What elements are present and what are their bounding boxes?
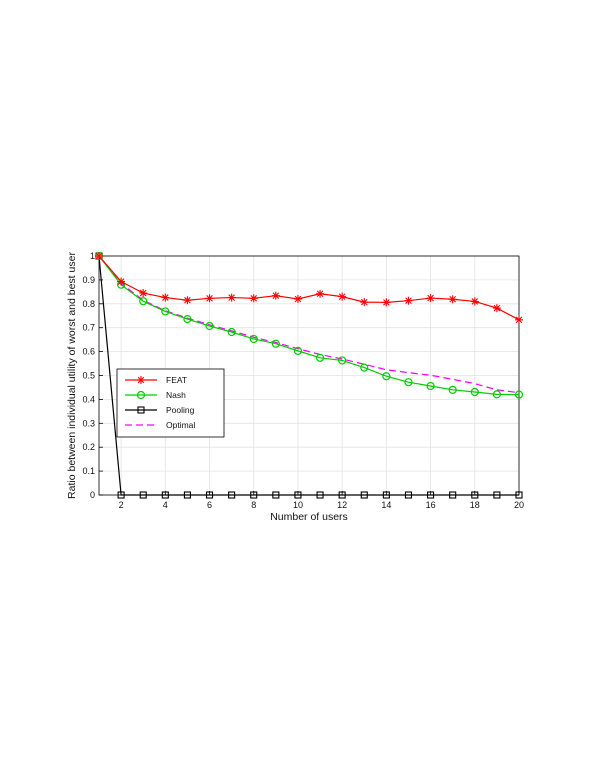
data-point-nash [492, 390, 501, 399]
x-tick-label: 8 [251, 500, 256, 510]
data-point-feat [426, 294, 435, 303]
y-tick-label: 0.4 [82, 394, 95, 404]
data-point-pooling [272, 491, 280, 499]
data-point-pooling [338, 491, 346, 499]
data-point-feat [161, 293, 170, 302]
data-point-nash [360, 363, 369, 372]
data-point-nash [315, 353, 325, 362]
x-tick-label: 16 [426, 500, 436, 510]
series-nash [94, 251, 524, 399]
legend-label-optimal: Optimal [166, 420, 195, 430]
data-point-feat [139, 289, 148, 298]
y-tick-label: 0.5 [82, 371, 95, 381]
data-point-nash [338, 356, 347, 365]
y-tick-label: 0.1 [82, 466, 95, 476]
data-point-feat [249, 294, 258, 303]
legend-label-feat: FEAT [166, 375, 187, 385]
data-point-pooling [117, 491, 125, 499]
data-point-nash [139, 297, 148, 306]
y-tick-label: 0.8 [82, 299, 95, 309]
data-point-pooling [382, 491, 390, 499]
data-point-feat [404, 296, 413, 305]
data-point-feat [360, 298, 369, 307]
data-point-feat [95, 252, 103, 260]
series-lines [94, 251, 524, 499]
series-line-pooling [98, 255, 519, 496]
data-point-nash [426, 381, 435, 391]
y-axis-label: Ratio between individual utility of wors… [66, 252, 78, 499]
y-tick-label: 0.6 [82, 347, 95, 357]
data-point-nash [293, 346, 303, 355]
data-point-pooling [404, 491, 413, 499]
data-point-pooling [471, 491, 479, 499]
x-tick-label: 18 [470, 500, 480, 510]
y-tick-label: 0 [90, 490, 95, 500]
legend-item-pooling: Pooling [125, 405, 195, 415]
data-point-pooling [139, 491, 147, 499]
data-point-nash [227, 327, 236, 337]
data-point-nash [271, 339, 280, 348]
x-tick-label: 20 [514, 500, 524, 510]
data-point-feat [338, 292, 347, 301]
x-axis-label: Number of users [270, 511, 348, 523]
data-point-feat [492, 304, 501, 313]
x-tick-label: 2 [119, 500, 124, 510]
legend-item-nash: Nash [125, 390, 186, 400]
data-point-pooling [515, 491, 523, 499]
data-point-pooling [294, 491, 302, 499]
data-point-feat [205, 294, 214, 303]
data-point-pooling [205, 491, 214, 499]
data-point-pooling [228, 491, 236, 499]
data-point-pooling [250, 491, 258, 499]
legend-marker-pooling [137, 406, 145, 414]
data-point-feat [448, 295, 457, 304]
data-point-nash [514, 390, 524, 399]
data-point-pooling [183, 491, 191, 499]
legend-item-optimal: Optimal [125, 420, 195, 430]
data-point-nash [161, 307, 170, 316]
data-point-pooling [449, 491, 457, 499]
data-point-nash [183, 314, 192, 324]
legend-marker-nash [136, 390, 146, 400]
y-tick-label: 1 [90, 251, 95, 261]
data-point-feat [183, 296, 192, 305]
data-point-nash [382, 372, 391, 381]
legend-label-nash: Nash [166, 390, 186, 400]
data-point-nash [470, 387, 479, 397]
data-point-nash [249, 334, 258, 344]
legend-item-feat: FEAT [125, 375, 187, 385]
series-pooling [95, 252, 523, 499]
data-point-feat [470, 297, 479, 306]
data-point-feat [382, 298, 391, 307]
data-point-pooling [161, 491, 169, 499]
data-point-pooling [316, 491, 324, 499]
x-tick-label: 6 [207, 500, 212, 510]
data-point-pooling [427, 491, 435, 499]
data-point-feat [515, 315, 523, 324]
data-point-feat [316, 289, 325, 298]
x-tick-label: 10 [293, 500, 303, 510]
data-point-nash [404, 378, 413, 387]
axis-ticks: 00.10.20.30.40.50.60.70.80.912 4 6 8 10 12 14 1… [82, 251, 524, 510]
series-feat [95, 252, 523, 324]
x-tick-label: 14 [381, 500, 391, 510]
legend-marker-feat [137, 376, 145, 384]
y-tick-label: 0.3 [82, 418, 95, 428]
y-tick-label: 0.2 [82, 442, 95, 452]
data-point-nash [205, 321, 214, 331]
y-tick-label: 0.9 [82, 275, 95, 285]
x-tick-label: 4 [163, 500, 168, 510]
data-point-feat [117, 277, 126, 286]
data-point-pooling [360, 491, 368, 499]
data-point-pooling [493, 491, 501, 499]
y-tick-label: 0.7 [82, 323, 95, 333]
legend: FEAT Nash Pooling Optimal [116, 368, 225, 438]
legend-label-pooling: Pooling [166, 405, 195, 415]
data-point-feat [293, 295, 302, 304]
data-point-feat [227, 293, 236, 302]
data-point-nash [448, 385, 457, 394]
x-tick-label: 12 [337, 500, 347, 510]
data-point-feat [271, 291, 280, 300]
